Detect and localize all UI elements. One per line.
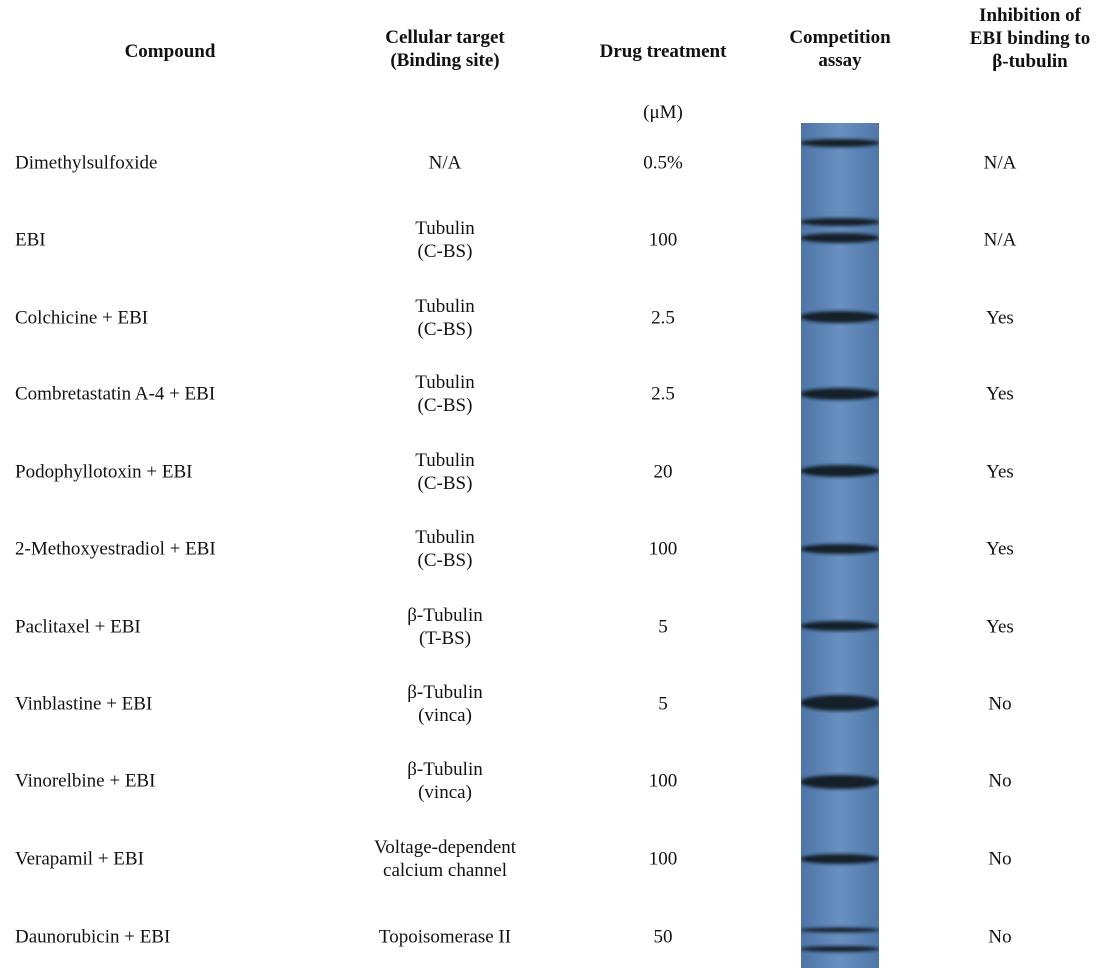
header-assay-line1: Competition [789, 27, 891, 48]
inhibition-result: Yes [986, 538, 1014, 560]
blot-band [801, 621, 879, 631]
cellular-target: β-Tubulin (vinca) [345, 758, 545, 804]
inhibition-result: Yes [986, 307, 1014, 329]
header-assay-line2: assay [818, 50, 862, 71]
header-inhibition: Inhibition of EBI binding to β-tubulin [955, 4, 1105, 73]
cellular-target-line2: (vinca) [418, 705, 472, 726]
compound-name: Paclitaxel + EBI [15, 616, 141, 638]
inhibition-result: No [988, 926, 1012, 948]
drug-dose: 5 [658, 693, 668, 715]
cellular-target: Voltage-dependent calcium channel [345, 836, 545, 882]
western-blot-image [801, 123, 879, 968]
drug-dose: 0.5% [643, 152, 683, 174]
cellular-target-line1: Tubulin [415, 218, 475, 239]
compound-name: Vinorelbine + EBI [15, 770, 156, 792]
drug-dose: 5 [658, 616, 668, 638]
compound-name: Verapamil + EBI [15, 848, 144, 870]
cellular-target-line2: (C-BS) [417, 395, 473, 416]
header-assay: Competition assay [760, 26, 920, 72]
cellular-target: Topoisomerase II [345, 926, 545, 949]
cellular-target-line2: calcium channel [383, 860, 507, 881]
drug-dose: 2.5 [651, 383, 675, 405]
blot-band [801, 775, 879, 789]
blot-band [801, 139, 879, 147]
compound-name: EBI [15, 229, 46, 251]
header-dose-label: Drug treatment [599, 41, 727, 62]
header-compound: Compound [60, 40, 280, 63]
drug-dose: 50 [653, 926, 673, 948]
header-inhibition-line2: EBI binding to [969, 28, 1091, 49]
header-inhibition-line1: Inhibition of [979, 5, 1081, 26]
drug-dose: 2.5 [651, 307, 675, 329]
cellular-target: β-Tubulin (vinca) [345, 681, 545, 727]
drug-dose: 100 [648, 538, 678, 560]
blot-band [801, 927, 879, 933]
blot-band [801, 695, 879, 711]
drug-dose: 100 [648, 848, 678, 870]
inhibition-result: Yes [986, 383, 1014, 405]
inhibition-result: No [988, 770, 1012, 792]
compound-name: Dimethylsulfoxide [15, 152, 158, 174]
cellular-target-line1: Topoisomerase II [378, 926, 512, 948]
inhibition-result: No [988, 848, 1012, 870]
cellular-target-line2: (vinca) [418, 782, 472, 803]
cellular-target-line1: Tubulin [415, 450, 475, 471]
blot-band [801, 218, 879, 226]
drug-dose: 100 [648, 770, 678, 792]
blot-band [801, 465, 879, 477]
blot-band [801, 233, 879, 243]
header-target-line1: Cellular target [385, 27, 505, 48]
blot-band [801, 854, 879, 864]
blot-band [801, 388, 879, 400]
cellular-target-line1: Tubulin [415, 296, 475, 317]
cellular-target-line1: Voltage-dependent [373, 837, 517, 858]
compound-name: Podophyllotoxin + EBI [15, 461, 193, 483]
cellular-target: Tubulin (C-BS) [345, 449, 545, 495]
cellular-target: N/A [345, 152, 545, 175]
cellular-target-line2: (C-BS) [417, 473, 473, 494]
cellular-target: β-Tubulin (T-BS) [345, 604, 545, 650]
cellular-target: Tubulin (C-BS) [345, 295, 545, 341]
dose-unit: (μM) [643, 102, 683, 123]
header-compound-label: Compound [124, 41, 216, 62]
cellular-target: Tubulin (C-BS) [345, 526, 545, 572]
cellular-target-line1: Tubulin [415, 372, 475, 393]
compound-name: Daunorubicin + EBI [15, 926, 171, 948]
cellular-target-line1: β-Tubulin [407, 605, 483, 626]
cellular-target-line2: (C-BS) [417, 319, 473, 340]
cellular-target: Tubulin (C-BS) [345, 371, 545, 417]
compound-name: Colchicine + EBI [15, 307, 149, 329]
header-dose: Drug treatment [568, 40, 758, 63]
cellular-target-line2: (T-BS) [418, 628, 472, 649]
cellular-target-line2: (C-BS) [417, 241, 473, 262]
blot-band [801, 946, 879, 952]
cellular-target-line2: (C-BS) [417, 550, 473, 571]
compound-name: Combretastatin A-4 + EBI [15, 383, 216, 405]
blot-band [801, 544, 879, 554]
cellular-target-line1: N/A [428, 152, 462, 174]
cellular-target: Tubulin (C-BS) [345, 217, 545, 263]
cellular-target-line1: β-Tubulin [407, 682, 483, 703]
header-inhibition-line3: β-tubulin [992, 51, 1068, 72]
cellular-target-line1: Tubulin [415, 527, 475, 548]
compound-name: Vinblastine + EBI [15, 693, 153, 715]
drug-dose: 20 [653, 461, 673, 483]
inhibition-result: Yes [986, 616, 1014, 638]
inhibition-result: N/A [983, 229, 1017, 251]
header-target-line2: (Binding site) [390, 50, 500, 71]
blot-band [801, 311, 879, 323]
inhibition-result: N/A [983, 152, 1017, 174]
header-target: Cellular target (Binding site) [345, 26, 545, 72]
inhibition-result: No [988, 693, 1012, 715]
drug-dose: 100 [648, 229, 678, 251]
compound-name: 2-Methoxyestradiol + EBI [15, 538, 216, 560]
inhibition-result: Yes [986, 461, 1014, 483]
cellular-target-line1: β-Tubulin [407, 759, 483, 780]
